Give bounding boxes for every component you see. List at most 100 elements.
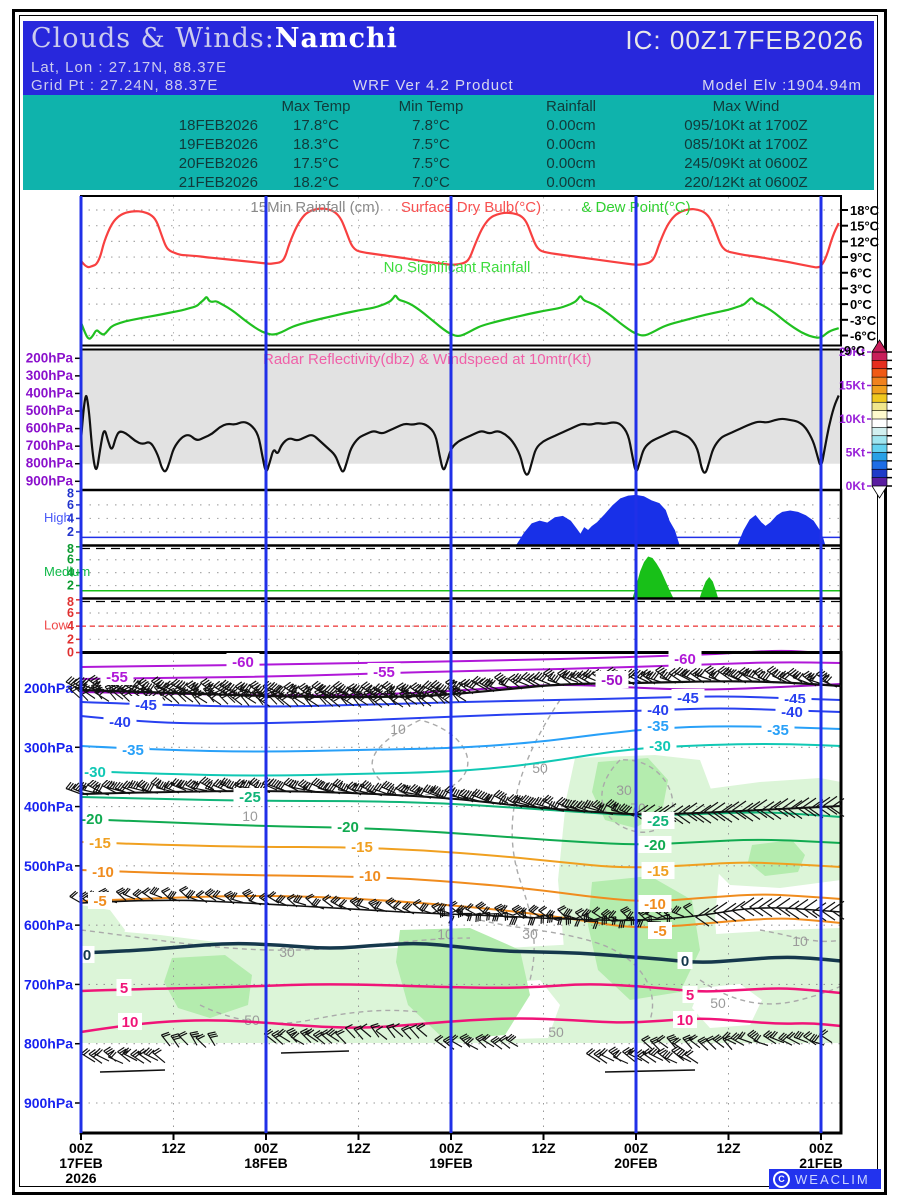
summary-table: Max Temp Min Temp Rainfall Max Wind 18FE… — [23, 95, 874, 192]
svg-text:10: 10 — [390, 721, 406, 737]
svg-text:00Z: 00Z — [439, 1140, 464, 1156]
svg-text:300hPa: 300hPa — [24, 739, 73, 755]
svg-text:-15: -15 — [351, 839, 373, 856]
svg-text:2: 2 — [67, 579, 74, 593]
svg-text:21FEB: 21FEB — [799, 1155, 843, 1171]
meteogram-chart: 15Min Rainfall (cm) Surface Dry Bulb(°C) &… — [24, 195, 892, 1186]
svg-text:12Z: 12Z — [716, 1140, 741, 1156]
svg-text:500hPa: 500hPa — [24, 858, 73, 874]
svg-text:5: 5 — [120, 980, 128, 997]
svg-text:400hPa: 400hPa — [24, 799, 73, 815]
init-condition-label: IC: 00Z17FEB2026 — [625, 25, 864, 55]
svg-text:6: 6 — [67, 498, 74, 512]
page-title: Clouds & Winds:Namchi — [31, 23, 398, 54]
svg-text:10: 10 — [677, 1012, 694, 1029]
svg-text:700hPa: 700hPa — [24, 976, 73, 992]
radar-panel: Radar Reflectivity(dbz) & Windspeed at 1… — [26, 348, 842, 491]
svg-text:Surface Dry Bulb(°C): Surface Dry Bulb(°C) — [401, 199, 541, 216]
svg-text:18FEB: 18FEB — [244, 1155, 288, 1171]
svg-text:9°C: 9°C — [850, 250, 872, 265]
svg-text:30: 30 — [279, 944, 295, 960]
svg-text:4: 4 — [67, 566, 74, 580]
table-cell: 17.5°C — [292, 155, 340, 172]
svg-text:200hPa: 200hPa — [24, 680, 73, 696]
table-row: 21FEB2026 18.2°C 7.0°C 0.00cm 220/12Kt at 06… — [23, 173, 874, 192]
svg-text:00Z: 00Z — [69, 1140, 94, 1156]
header: Clouds & Winds:Namchi IC: 00Z17FEB2026 L… — [23, 21, 874, 95]
svg-text:Radar Reflectivity(dbz) & Wind: Radar Reflectivity(dbz) & Windspeed at 1… — [263, 351, 591, 368]
svg-text:4: 4 — [67, 619, 74, 633]
col-rainfall: Rainfall — [545, 98, 597, 115]
table-cell: 18.2°C — [292, 174, 340, 191]
high-cloud-area — [515, 494, 680, 546]
svg-text:-15: -15 — [89, 835, 111, 852]
svg-text:-10: -10 — [359, 868, 381, 885]
svg-text:500hPa: 500hPa — [26, 403, 74, 418]
gridpt-label: Grid Pt : 27.24N, 88.37E — [31, 77, 219, 94]
contour-labels: -60 -60-55 -55 -50-45 -45 -45-40-40 -40-35-35-… — [75, 650, 812, 1031]
contour--55 — [80, 661, 842, 680]
table-cell: 220/12Kt at 0600Z — [684, 174, 808, 191]
svg-text:18°C: 18°C — [850, 203, 880, 218]
svg-text:8: 8 — [67, 595, 74, 609]
table-cell: 18.3°C — [292, 136, 340, 153]
table-row: 19FEB2026 18.3°C 7.5°C 0.00cm 085/10Kt at 17… — [23, 135, 874, 154]
svg-text:4: 4 — [67, 511, 74, 525]
svg-text:-55: -55 — [373, 664, 395, 681]
svg-text:700hPa: 700hPa — [26, 438, 74, 453]
table-row: 20FEB2026 17.5°C 7.5°C 0.00cm 245/09Kt at 06… — [23, 154, 874, 173]
svg-text:-15: -15 — [647, 863, 669, 880]
svg-text:High: High — [44, 510, 71, 525]
svg-text:300hPa: 300hPa — [26, 368, 74, 383]
svg-text:200hPa: 200hPa — [26, 350, 74, 365]
dew_point_c-curve — [79, 294, 840, 340]
svg-text:-3°C: -3°C — [850, 313, 877, 328]
table-cell: 17.8°C — [292, 117, 340, 134]
table-cell: 0.00cm — [546, 117, 596, 134]
svg-text:12°C: 12°C — [850, 234, 880, 249]
svg-text:-10: -10 — [92, 864, 114, 881]
svg-text:8: 8 — [67, 486, 74, 500]
svg-text:8: 8 — [67, 542, 74, 556]
svg-text:-35: -35 — [122, 742, 144, 759]
svg-text:-10: -10 — [644, 896, 666, 913]
svg-text:-40: -40 — [109, 714, 131, 731]
svg-text:800hPa: 800hPa — [24, 1036, 73, 1052]
svg-text:-5: -5 — [653, 923, 666, 940]
svg-text:0: 0 — [83, 947, 91, 964]
svg-text:5Kt: 5Kt — [846, 446, 865, 460]
inner-frame — [19, 15, 878, 1187]
svg-text:6: 6 — [67, 553, 74, 567]
svg-text:00Z: 00Z — [254, 1140, 279, 1156]
day-lines — [79, 196, 823, 1133]
svg-text:-20: -20 — [337, 819, 359, 836]
outer-frame — [12, 9, 887, 1195]
svg-text:900hPa: 900hPa — [24, 1095, 73, 1111]
summary-table-body: 18FEB2026 17.8°C 7.8°C 0.00cm 095/10Kt at 17… — [23, 116, 874, 192]
contour--40 — [80, 707, 842, 725]
svg-text:20FEB: 20FEB — [614, 1155, 658, 1171]
table-cell: 20FEB2026 — [178, 155, 258, 172]
svg-text:800hPa: 800hPa — [26, 456, 74, 471]
svg-text:2026: 2026 — [65, 1170, 96, 1186]
svg-text:6: 6 — [67, 606, 74, 620]
svg-text:-20: -20 — [644, 837, 666, 854]
table-cell: 7.8°C — [412, 117, 450, 134]
svg-text:50: 50 — [548, 1024, 564, 1040]
svg-text:17FEB: 17FEB — [59, 1155, 103, 1171]
svg-text:30: 30 — [616, 782, 632, 798]
svg-text:-45: -45 — [135, 697, 157, 714]
svg-text:0: 0 — [67, 646, 74, 660]
contour--45 — [80, 695, 842, 708]
contour--30 — [80, 742, 842, 777]
svg-text:12Z: 12Z — [346, 1140, 371, 1156]
svg-text:-60: -60 — [232, 654, 254, 671]
svg-text:15°C: 15°C — [850, 219, 880, 234]
svg-text:50: 50 — [710, 995, 726, 1011]
svg-text:-30: -30 — [84, 764, 106, 781]
svg-text:-50: -50 — [601, 672, 623, 689]
table-cell: 19FEB2026 — [178, 136, 258, 153]
